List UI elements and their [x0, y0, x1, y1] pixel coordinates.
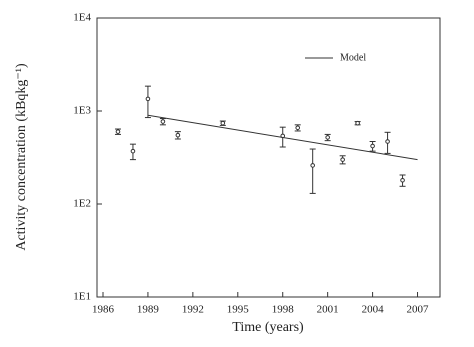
x-axis-label: Time (years) [232, 320, 304, 335]
x-tick-label: 2007 [407, 304, 430, 316]
data-point [160, 119, 166, 124]
y-tick-label: 1E3 [73, 105, 91, 117]
data-point [385, 139, 390, 144]
data-point [115, 129, 121, 134]
x-tick-label: 1995 [227, 304, 250, 316]
x-tick-label: 1992 [182, 304, 204, 316]
data-point [400, 177, 405, 183]
data-point [310, 163, 315, 168]
data-point [220, 120, 226, 126]
plot-frame [96, 17, 441, 298]
x-tick-label: 1998 [272, 304, 295, 316]
y-tick-label: 1E4 [73, 12, 91, 24]
model-line [147, 114, 418, 161]
y-axis-label: Activity concentration (kBqkg⁻¹) [14, 63, 29, 251]
data-point [370, 143, 375, 149]
x-tick-label: 1986 [92, 304, 115, 316]
x-tick-label: 2001 [317, 304, 339, 316]
data-point [175, 132, 181, 138]
data-point [325, 135, 330, 140]
data-point [295, 125, 301, 131]
data-point [145, 96, 151, 102]
x-tick-label: 2004 [362, 304, 385, 316]
y-tick-label: 1E1 [73, 291, 91, 303]
data-point [130, 148, 136, 154]
data-point [355, 120, 360, 126]
y-tick-label: 1E2 [73, 198, 91, 210]
data-point [340, 157, 345, 162]
legend-label: Model [340, 52, 366, 63]
x-tick-label: 1989 [137, 304, 160, 316]
